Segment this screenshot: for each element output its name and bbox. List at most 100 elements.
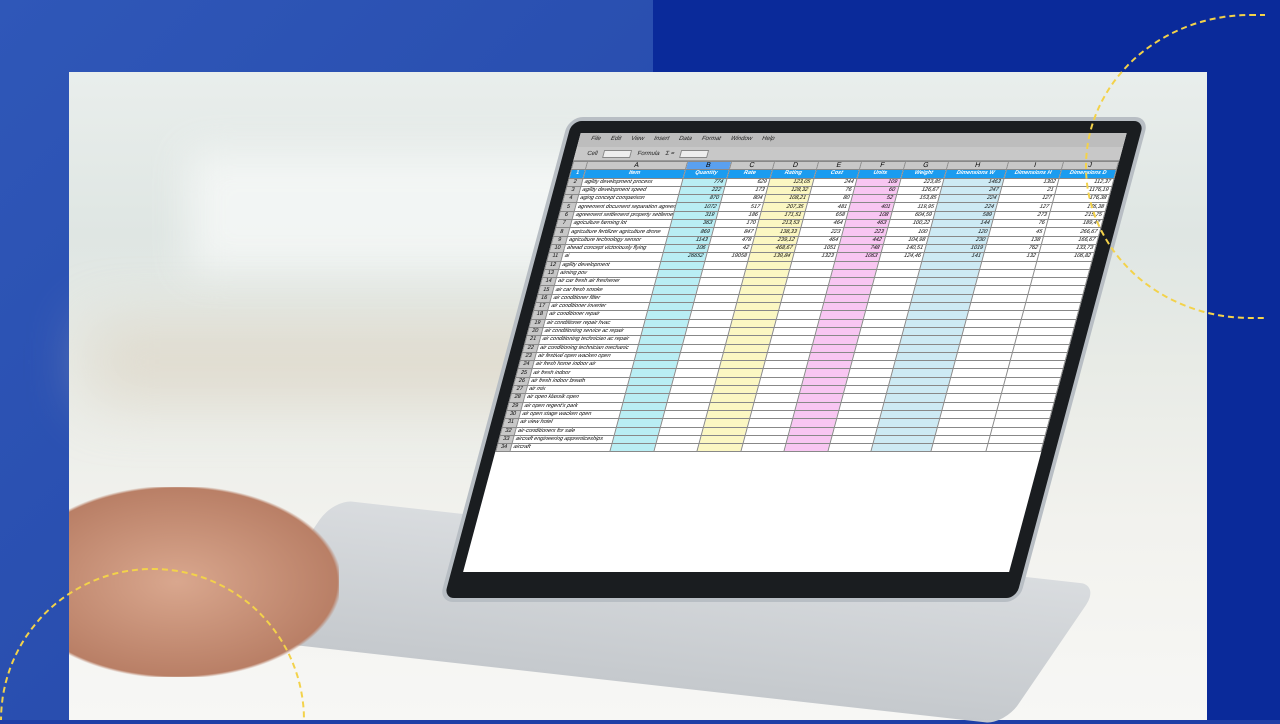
- cell[interactable]: [935, 427, 993, 436]
- cell[interactable]: air fresh indoor: [529, 368, 632, 378]
- cell[interactable]: [910, 294, 974, 303]
- cell[interactable]: 589: [933, 211, 996, 220]
- cell[interactable]: air open klassik open: [523, 393, 626, 403]
- cell[interactable]: air conditioner filter: [549, 294, 653, 303]
- cell[interactable]: [654, 277, 700, 286]
- cell[interactable]: [658, 261, 705, 270]
- cell[interactable]: [698, 435, 745, 444]
- cell[interactable]: [836, 410, 882, 419]
- cell[interactable]: [985, 443, 1043, 452]
- cell[interactable]: 774: [680, 178, 727, 187]
- cell[interactable]: [797, 393, 843, 403]
- cell[interactable]: [675, 360, 722, 369]
- cell[interactable]: 223,85: [898, 178, 945, 187]
- cell[interactable]: [712, 385, 759, 394]
- cell[interactable]: [838, 402, 885, 411]
- cell[interactable]: [803, 368, 850, 378]
- cell[interactable]: 239,12: [752, 236, 799, 245]
- cell[interactable]: [771, 327, 818, 336]
- cell[interactable]: [794, 402, 841, 411]
- cell[interactable]: [1016, 327, 1075, 336]
- cell[interactable]: agility development: [558, 261, 661, 270]
- cell[interactable]: [817, 319, 863, 328]
- cell[interactable]: 124,46: [878, 252, 925, 262]
- cell[interactable]: [745, 261, 792, 270]
- cell[interactable]: 1051: [793, 244, 840, 253]
- cell-input[interactable]: [602, 149, 633, 158]
- cell[interactable]: 127: [995, 202, 1053, 212]
- cell[interactable]: [979, 261, 1037, 270]
- cell[interactable]: 138: [986, 236, 1044, 245]
- cell[interactable]: [869, 285, 916, 295]
- field-header[interactable]: Item: [583, 169, 686, 179]
- cell[interactable]: [643, 319, 689, 328]
- cell[interactable]: 108: [846, 211, 892, 220]
- cell[interactable]: 138,33: [754, 227, 801, 237]
- cell[interactable]: [659, 418, 706, 427]
- cell[interactable]: [684, 327, 731, 336]
- cell[interactable]: [1010, 352, 1068, 361]
- cell[interactable]: [1007, 360, 1066, 369]
- cell[interactable]: [814, 327, 861, 336]
- cell[interactable]: [695, 285, 742, 295]
- cell[interactable]: [833, 418, 880, 427]
- cell[interactable]: [994, 410, 1052, 419]
- cell[interactable]: air festival open wacken open: [534, 352, 637, 361]
- cell[interactable]: 224: [935, 202, 998, 212]
- cell[interactable]: 76: [809, 186, 855, 195]
- cell[interactable]: 1463: [941, 178, 1005, 187]
- cell[interactable]: air view hotel: [516, 418, 619, 427]
- cell[interactable]: [730, 319, 776, 328]
- field-header[interactable]: Dimensions H: [1004, 169, 1062, 179]
- cell[interactable]: [716, 368, 763, 378]
- cell[interactable]: [867, 294, 914, 303]
- column-header-c[interactable]: C: [728, 161, 775, 170]
- cell[interactable]: 52: [850, 194, 897, 203]
- cell[interactable]: 19058: [704, 252, 751, 262]
- cell[interactable]: 870: [676, 194, 723, 203]
- cell[interactable]: [1019, 319, 1077, 328]
- cell[interactable]: 1143: [665, 236, 712, 245]
- cell[interactable]: 266,67: [1043, 227, 1101, 237]
- cell[interactable]: 139,84: [747, 252, 794, 262]
- cell[interactable]: [964, 319, 1022, 328]
- cell[interactable]: [970, 294, 1029, 303]
- cell[interactable]: [832, 261, 879, 270]
- cell[interactable]: [616, 418, 663, 427]
- cell[interactable]: 173: [722, 186, 768, 195]
- cell[interactable]: air-conditioners for sale: [514, 427, 617, 436]
- cell[interactable]: [778, 302, 824, 311]
- cell[interactable]: [631, 360, 678, 369]
- cell[interactable]: 1019: [924, 244, 987, 253]
- cell[interactable]: [842, 385, 889, 394]
- cell[interactable]: [999, 393, 1057, 403]
- cell[interactable]: [664, 402, 711, 411]
- menu-view[interactable]: View: [630, 136, 645, 142]
- cell[interactable]: [899, 335, 962, 345]
- cell[interactable]: 658: [802, 211, 849, 220]
- cell[interactable]: 869: [667, 227, 714, 237]
- cell[interactable]: agriculture technology sensor: [565, 236, 668, 245]
- cell[interactable]: [636, 344, 683, 353]
- cell[interactable]: [741, 277, 787, 286]
- cell[interactable]: [732, 310, 779, 320]
- cell[interactable]: air conditioning service ac repair: [540, 327, 644, 336]
- cell[interactable]: 442: [839, 236, 886, 245]
- cell[interactable]: 804: [719, 194, 766, 203]
- cell[interactable]: [941, 402, 1000, 411]
- cell[interactable]: [696, 443, 743, 452]
- cell[interactable]: [884, 393, 947, 403]
- sum-icon[interactable]: Σ =: [664, 150, 676, 157]
- cell[interactable]: air fresh home indoor air: [531, 360, 635, 369]
- cell[interactable]: 468,67: [750, 244, 796, 253]
- cell[interactable]: [780, 294, 827, 303]
- cell[interactable]: [886, 385, 949, 394]
- cell[interactable]: [736, 294, 783, 303]
- cell[interactable]: [647, 302, 694, 311]
- cell[interactable]: 104,98: [882, 236, 929, 245]
- cell[interactable]: [819, 310, 866, 320]
- cell[interactable]: [775, 310, 822, 320]
- cell[interactable]: [812, 335, 859, 345]
- cell[interactable]: 464: [800, 219, 847, 228]
- cell[interactable]: 106: [663, 244, 709, 253]
